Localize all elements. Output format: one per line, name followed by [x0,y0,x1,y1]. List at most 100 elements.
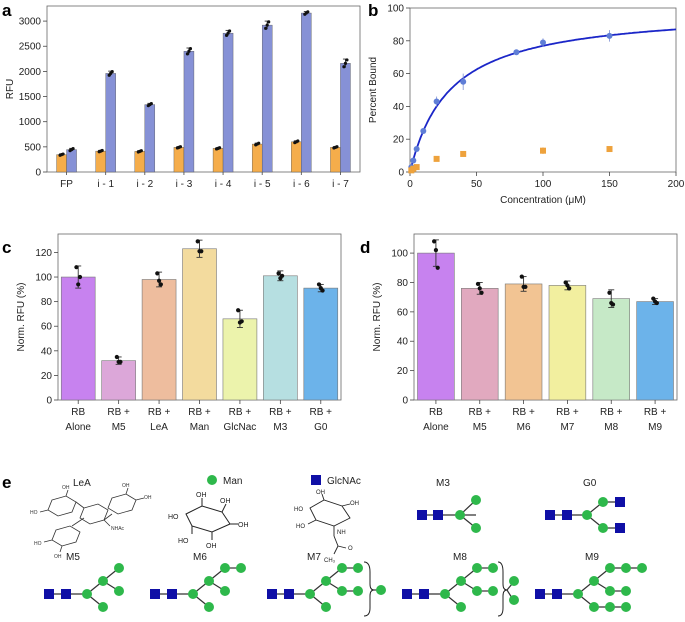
c-bar [60,276,96,401]
d-datapoint [567,286,572,291]
glcnac-square [615,497,625,507]
a-bar [134,151,146,173]
glycan-label-m8: M8 [453,552,467,563]
man-circle [598,497,608,507]
a-xtick-label: i - 4 [215,179,232,190]
man-circle [456,576,466,586]
d-xtick-label: RB + [644,407,667,418]
man-circle [188,589,198,599]
c-xtick-label: RB + [188,407,211,418]
a-xtick-label: i - 1 [97,179,114,190]
c-ytick-label: 120 [35,248,52,259]
b-point-orange [460,150,467,157]
a-bar [144,104,156,173]
glycan-label-m6: M6 [193,552,207,563]
glycan-label-m3: M3 [436,478,450,489]
man-oh-1: OH [196,492,207,499]
man-circle [305,589,315,599]
lea-oh-1: OH [62,485,70,491]
b-xtick-label: 50 [471,179,483,190]
chart-a: 0 500 1000 1500 2000 2500 3000 RFU FP i - 1 i - 2 i… [5,5,361,190]
man-circle [98,576,108,586]
a-datapoint [110,69,114,74]
man-circle [236,563,246,573]
d-bar [504,283,543,401]
a-bar [95,150,106,173]
m7-brace [363,561,375,617]
d-xtick-label: M6 [517,422,531,433]
man-circle [321,576,331,586]
man-circle [220,586,230,596]
c-datapoint [118,359,123,364]
a-datapoint [139,149,143,153]
c-ytick-label: 20 [41,371,53,382]
lea-ho-2: HO [34,541,42,547]
glcnac-square [552,589,562,599]
glycan-label-m5: M5 [66,552,80,563]
c-datapoint [195,239,200,244]
a-ylabel: RFU [5,79,16,100]
man-circle [204,602,214,612]
d-ytick-label: 100 [391,249,408,260]
a-ytick-label: 2000 [19,67,42,78]
c-datapoint [316,282,322,287]
a-datapoint [343,61,348,65]
a-bar [291,141,302,173]
glcnac-square [402,589,412,599]
a-bar [173,147,185,173]
man-legend-circle [207,475,217,485]
d-datapoint [523,284,528,289]
man-circle [621,602,631,612]
man-circle [376,585,386,595]
glcnac-structure: OH HO HO OH NH O CH₃ [294,490,359,564]
b-xtick-label: 100 [535,179,552,190]
d-bar [592,298,630,401]
c-datapoint [239,319,244,324]
panel-e-glycans: LeA OH HO OH OH OH HO NHAc Man [30,475,647,617]
d-datapoint [607,290,612,295]
a-ytick-label: 3000 [19,17,42,28]
c-xtick-label: RB + [148,407,171,418]
glcnac-square [61,589,71,599]
a-bar [340,63,351,173]
glcnac-legend-square [311,475,321,485]
a-bar [261,24,273,173]
d-xtick-label: RB + [468,407,491,418]
d-xtick-label: M9 [648,422,662,433]
d-xtick-label: RB + [600,407,623,418]
a-datapoint [149,101,153,106]
c-xtick-label: G0 [314,422,328,433]
c-datapoint [74,265,79,270]
c-datapoint [199,249,204,254]
a-ytick-label: 1000 [19,117,42,128]
c-ylabel: Norm. RFU (%) [16,283,27,352]
d-datapoint [475,281,481,287]
c-bar [141,279,177,401]
a-datapoint [345,58,349,62]
chart-d: 0 20 40 60 80 100 Norm. RFU (%) RB Alone RB + M5 RB… [372,233,678,433]
man-circle [337,586,347,596]
b-point-blue [420,128,427,134]
c-xtick-label: RB + [229,407,252,418]
b-ytick-label: 80 [393,36,405,47]
a-bar [183,51,195,173]
man-structure: OH OH HO HO OH OH [168,492,249,550]
glcnac-square [535,589,545,599]
glcnac-ho-1: HO [294,507,303,513]
a-xtick-label: i - 6 [293,179,310,190]
man-ho-1: HO [168,514,179,521]
d-xtick-label: M5 [473,422,487,433]
glycan-m5: M5 [44,552,124,612]
d-datapoint [610,302,616,307]
d-xtick-label: M7 [560,422,574,433]
a-datapoint [267,20,271,24]
d-frame [413,233,678,401]
a-datapoint [188,47,193,51]
c-bar [101,360,136,401]
c-xtick-label: RB + [107,407,130,418]
b-point-blue [513,49,520,56]
man-circle [220,563,230,573]
glcnac-square [433,510,443,520]
c-datapoint [276,271,281,276]
c-ytick-label: 0 [46,396,52,407]
